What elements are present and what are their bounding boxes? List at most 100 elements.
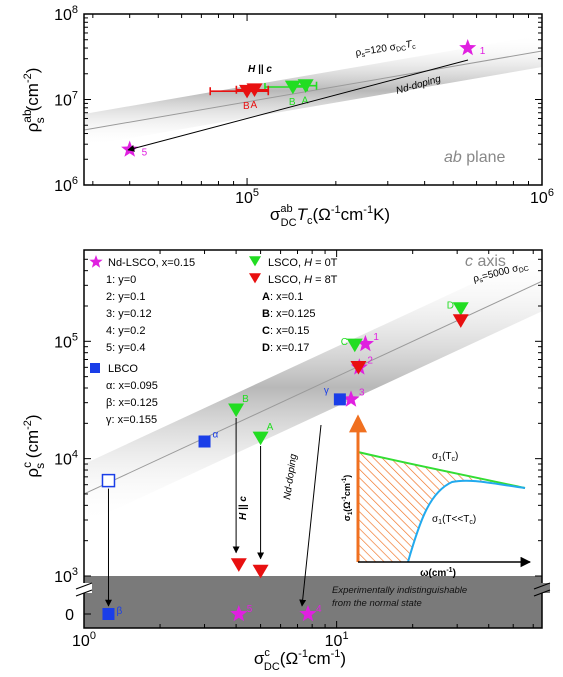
bottom-arrows <box>104 417 265 607</box>
bottom-point-blue <box>333 393 346 406</box>
bottom-y-zero-tick-label: 0 <box>65 607 74 624</box>
bottom-point-magenta <box>299 605 317 622</box>
bottom-point-blue <box>101 473 116 488</box>
bottom-plot-frame <box>83 249 543 629</box>
bottom-panel-c-axis: Experimentally indistinguishable from th… <box>20 249 551 673</box>
bottom-y-axis-label: ρcs (cm-2) <box>20 414 47 477</box>
legend: Nd-LSCO, x=0.15 1: y=0 2: y=0.1 3: y=0.12 4:… <box>89 255 338 426</box>
top-y-tick-label: 107 <box>54 90 78 110</box>
inset-y-label: σ1(Ω-1cm-1) <box>342 475 354 521</box>
legend-lbco-item: β: x=0.125 <box>106 397 158 409</box>
bottom-marks: 1 2 3 4 5 α β γ A B C D <box>101 301 469 622</box>
gray-region-text-line1: Experimentally indistinguishable <box>332 585 467 596</box>
top-band-label: ρs=120 σDCTc <box>355 39 417 60</box>
bottom-point-magenta <box>356 334 374 352</box>
bottom-point-label: α <box>213 430 219 441</box>
bottom-nd-doping-label: Nd-doping <box>282 453 299 501</box>
top-axes: 105 106 106 107 108 <box>54 4 554 207</box>
top-y-axis-label: ρabs(cm-2) <box>20 68 47 133</box>
bottom-point-label: β <box>116 606 122 617</box>
bottom-point-label: 5 <box>247 604 253 615</box>
bottom-h-parallel-label: H || c <box>238 496 249 520</box>
bottom-point-magenta <box>230 605 248 622</box>
top-x-tick-label: 106 <box>530 187 554 207</box>
inset-conductivity: ω(cm-1) σ1(Ω-1cm-1) σ1(Tc) σ1(T<<Tc) <box>340 410 532 579</box>
inset-curve-low-t <box>407 479 526 563</box>
legend-nd-lsco-item: 5: y=0.4 <box>106 342 145 354</box>
legend-lbco-marker <box>90 363 100 373</box>
inset-hatched-area <box>358 452 510 562</box>
legend-lsco-8t-title: LSCO, H = 8T <box>268 274 338 286</box>
top-point-green <box>297 79 314 93</box>
legend-lsco-item: B: x=0.125 <box>262 308 316 320</box>
top-point-label: B <box>243 101 250 112</box>
bottom-point-label: A <box>267 422 274 433</box>
bottom-point-label: 2 <box>367 355 373 366</box>
bottom-point-green <box>452 302 469 316</box>
top-point-magenta <box>121 140 139 157</box>
bottom-y-tick-label: 103 <box>54 566 78 586</box>
legend-lsco-0t-title: LSCO, H = 0T <box>268 257 338 269</box>
top-band-group <box>84 35 542 146</box>
bottom-point-green <box>252 431 269 446</box>
top-point-label: A <box>302 96 309 107</box>
legend-lsco-item: C: x=0.15 <box>262 325 309 337</box>
top-x-tick-label: 105 <box>235 187 259 207</box>
top-x-axis-label: σab DCTc(Ω-1cm-1K) <box>270 203 390 229</box>
top-marks: 15B AB A <box>121 39 486 159</box>
inset-curve-tc <box>357 451 526 489</box>
bottom-point-red <box>230 558 247 572</box>
top-nd-doping-arrow <box>127 59 469 152</box>
legend-nd-lsco-title: Nd-LSCO, x=0.15 <box>108 257 195 269</box>
top-point-magenta <box>459 39 477 56</box>
top-point-label: A <box>251 100 258 111</box>
top-y-tick-label: 106 <box>54 175 78 195</box>
bottom-x-tick-label: 100 <box>72 630 96 650</box>
inset-curve-tc-label: σ1(Tc) <box>432 451 458 463</box>
bottom-gray-region <box>84 576 542 628</box>
inset-x-label: ω(cm-1) <box>420 567 456 579</box>
legend-lsco-0t-marker <box>249 256 261 267</box>
bottom-point-magenta <box>342 390 360 407</box>
legend-lbco-item: α: x=0.095 <box>106 380 158 392</box>
legend-lbco-title: LBCO <box>108 363 138 375</box>
bottom-x-tick-label: 101 <box>325 630 349 650</box>
legend-lsco-8t-marker <box>249 273 261 284</box>
top-point-red <box>246 83 263 97</box>
bottom-y-tick-label: 104 <box>54 449 78 469</box>
legend-lsco-item: A: x=0.1 <box>262 291 303 303</box>
top-point-label: B <box>289 97 296 108</box>
top-point-label: 5 <box>142 148 148 159</box>
legend-nd-lsco-item: 2: y=0.1 <box>106 291 145 303</box>
legend-nd-lsco-marker <box>89 255 103 268</box>
bottom-point-label: 1 <box>373 332 379 343</box>
bottom-point-red <box>452 314 469 328</box>
legend-nd-lsco-item: 3: y=0.12 <box>106 308 152 320</box>
top-h-parallel-label: H || c <box>248 64 272 75</box>
bottom-point-label: B <box>242 394 249 405</box>
bottom-nd-doping-arrow <box>299 424 322 607</box>
bottom-point-blue <box>102 608 115 620</box>
bottom-point-label: 4 <box>316 604 322 615</box>
top-point-label: 1 <box>480 46 486 57</box>
bottom-point-red <box>252 564 269 579</box>
bottom-point-red <box>350 360 367 375</box>
legend-lbco-item: γ: x=0.155 <box>106 414 157 426</box>
top-y-tick-label: 108 <box>54 4 78 24</box>
bottom-point-blue <box>198 435 211 448</box>
top-plane-label: ab plane <box>444 149 505 166</box>
legend-nd-lsco-item: 1: y=0 <box>106 274 136 286</box>
bottom-point-label: γ <box>324 385 329 396</box>
c-axis-label: c axis <box>465 253 506 270</box>
bottom-point-label: D <box>447 301 454 312</box>
inset-curve-low-t-label: σ1(T<<Tc) <box>432 514 476 526</box>
axis-break-marks <box>75 582 551 597</box>
bottom-point-green <box>346 338 363 353</box>
gray-region-text-line2: from the normal state <box>332 598 422 609</box>
top-point-green <box>284 80 301 95</box>
bottom-x-axis-label: σc DC(Ω-1cm-1) <box>254 647 346 673</box>
bottom-point-label: 3 <box>359 387 365 398</box>
top-band-centerline <box>84 50 542 131</box>
